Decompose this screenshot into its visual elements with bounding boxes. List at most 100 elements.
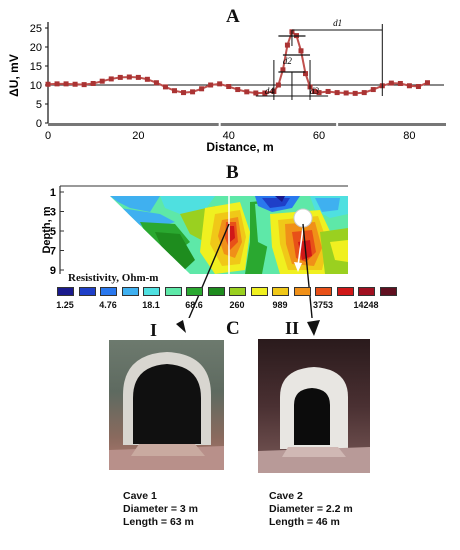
- panel-label-c: C: [226, 318, 240, 339]
- data-point: [316, 90, 322, 96]
- data-point: [81, 82, 87, 88]
- legend-title: Resistivity, Ohm-m: [68, 272, 159, 284]
- cave-2-diameter: Diameter = 2.2 m: [269, 503, 353, 515]
- data-point: [153, 80, 159, 86]
- data-point: [171, 88, 177, 94]
- data-point: [63, 81, 69, 87]
- arrow-to-cave-1: [188, 223, 230, 318]
- data-point: [397, 80, 403, 86]
- cave-2-length: Length = 46 m: [269, 516, 340, 528]
- legend-value: 14248: [353, 300, 379, 310]
- data-point: [90, 80, 96, 86]
- legend-swatch: [379, 287, 397, 296]
- cave-marker-2: II: [285, 318, 300, 338]
- legend-swatch: [186, 287, 203, 296]
- data-point: [406, 83, 412, 89]
- legend-swatch: [250, 287, 268, 296]
- cave-1-caption: Cave 1 Diameter = 3 m Length = 63 m: [123, 490, 198, 529]
- data-point: [144, 76, 150, 82]
- data-point: [235, 87, 241, 93]
- y-tick-label: 20: [30, 42, 42, 54]
- legend-value: 18.1: [142, 300, 160, 310]
- legend-swatch: [229, 287, 246, 296]
- data-point: [325, 88, 331, 94]
- legend-swatch: [100, 287, 117, 296]
- legend-swatch: [358, 287, 375, 296]
- data-point: [312, 88, 318, 94]
- data-point: [135, 74, 141, 80]
- data-point: [361, 90, 367, 96]
- data-point: [108, 76, 114, 82]
- data-point: [424, 80, 430, 86]
- x-tick-label: 80: [403, 130, 415, 142]
- x-tick-label: 0: [45, 130, 51, 142]
- color-legend: [0, 287, 460, 299]
- legend-value: 260: [229, 300, 245, 310]
- legend-value: 989: [272, 300, 288, 310]
- cave-2-caption: Cave 2 Diameter = 2.2 m Length = 46 m: [269, 490, 353, 529]
- data-point: [334, 90, 340, 96]
- data-point: [370, 87, 376, 93]
- depth-tick-label: 3: [50, 207, 56, 219]
- legend-swatch: [293, 287, 311, 296]
- white-arrow: [297, 227, 304, 267]
- legend-swatch: [121, 287, 139, 296]
- depth-tick-label: 7: [50, 246, 56, 258]
- chart-a-plot: 0 5 10 15 20 25 0 20 40 60 80 Distance, m ΔU, mV d1 d2…: [7, 18, 446, 154]
- data-point: [117, 74, 123, 80]
- arrow-to-cave-2: [302, 223, 313, 318]
- data-point: [303, 71, 309, 77]
- legend-swatch: [78, 287, 96, 296]
- cave-marker-1: I: [150, 320, 158, 340]
- legend-swatch: [207, 287, 225, 296]
- y-tick-label: 10: [30, 80, 42, 92]
- data-point: [343, 90, 349, 96]
- resistivity-section: 1 3 5 7 9 Depth, m: [41, 185, 348, 318]
- panel-label-a: A: [226, 6, 240, 27]
- data-point: [190, 89, 196, 95]
- data-point: [388, 80, 394, 86]
- data-point: [199, 86, 205, 92]
- data-point: [54, 81, 60, 87]
- data-point: [45, 81, 51, 87]
- x-axis-label: Distance, m: [206, 140, 273, 154]
- depth-ticks: 1 3 5 7 9: [50, 187, 64, 277]
- data-point: [181, 90, 187, 96]
- data-point: [253, 90, 259, 96]
- x-tick-label: 60: [313, 130, 325, 142]
- cave-2-name: Cave 2: [269, 490, 303, 502]
- cave-1-photo: [109, 340, 224, 470]
- data-point: [275, 82, 281, 88]
- legend-values: 1.25 4.76 18.1 68.6 260 989 3753 14248: [0, 300, 460, 312]
- depth-label: Depth, m: [41, 206, 53, 253]
- depth-tick-label: 5: [50, 226, 56, 238]
- cave-1-length: Length = 63 m: [123, 516, 194, 528]
- data-point: [126, 74, 132, 80]
- annotation-d4: d4: [265, 86, 275, 96]
- chart-a: 0 5 10 15 20 25 0 20 40 60 80 Distance, m ΔU, mV d1 d2…: [7, 18, 446, 154]
- legend-value: 68.6: [185, 300, 203, 310]
- cave-1-name: Cave 1: [123, 490, 157, 502]
- legend-value: 3753: [312, 300, 334, 310]
- legend-swatch: [164, 287, 182, 296]
- cave-1-diameter: Diameter = 3 m: [123, 503, 198, 515]
- cave-2-photo: [258, 339, 370, 473]
- y-tick-label: 15: [30, 61, 42, 73]
- data-point: [72, 81, 78, 87]
- x-tick-label: 20: [132, 130, 144, 142]
- data-point: [415, 84, 421, 90]
- data-point: [262, 90, 268, 96]
- data-point: [298, 48, 304, 54]
- legend-value: 4.76: [99, 300, 117, 310]
- legend-swatch: [57, 287, 74, 296]
- y-tick-label: 25: [30, 23, 42, 35]
- x-axis: [48, 123, 446, 126]
- legend-swatch: [336, 287, 354, 296]
- annotation-d2: d2: [283, 56, 293, 66]
- annotation-d3: d3: [310, 86, 320, 96]
- x-tick-label: 40: [223, 130, 235, 142]
- data-point: [208, 82, 214, 88]
- legend-swatch: [272, 287, 289, 296]
- data-point: [217, 81, 223, 87]
